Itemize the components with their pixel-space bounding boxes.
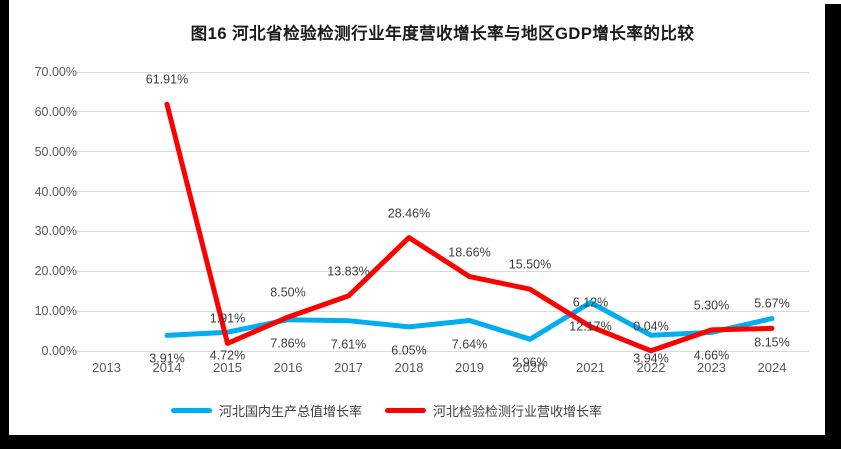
y-tick-label: 10.00% xyxy=(34,304,77,319)
data-label: 3.94% xyxy=(633,351,669,366)
gridline xyxy=(76,350,809,352)
x-tick-label: 2018 xyxy=(394,360,424,375)
data-label: 5.67% xyxy=(754,296,790,311)
y-tick-label: 0.00% xyxy=(41,344,77,358)
y-tick-label: 30.00% xyxy=(34,224,77,239)
legend-item-gdp-growth: 河北国内生产总值增长率 xyxy=(171,402,363,419)
data-label: 4.72% xyxy=(209,348,246,363)
data-label: 2.96% xyxy=(512,355,548,370)
gridline xyxy=(76,191,809,193)
legend-label-gdp-growth: 河北国内生产总值增长率 xyxy=(219,403,363,419)
data-label: 6.05% xyxy=(391,343,427,358)
data-label: 5.30% xyxy=(693,298,730,313)
x-tick-label: 2017 xyxy=(334,360,363,375)
data-label: 12.17% xyxy=(569,319,612,333)
data-label: 18.66% xyxy=(448,245,491,260)
data-label: 0.04% xyxy=(633,319,669,334)
legend-item-revenue-growth: 河北检验检测行业营收增长率 xyxy=(385,402,603,419)
chart-title: 图16 河北省检验检测行业年度营收增长率与地区GDP增长率的比较 xyxy=(190,25,695,43)
y-tick-label: 20.00% xyxy=(34,264,77,279)
series-line-1 xyxy=(164,101,775,354)
x-tick-label: 2024 xyxy=(757,360,787,375)
gridline xyxy=(76,270,809,272)
x-tick-label: 2013 xyxy=(92,360,121,375)
data-label: 1.91% xyxy=(209,311,246,326)
legend-line-swatch-blue xyxy=(171,407,212,413)
legend-label-revenue-growth: 河北检验检测行业营收增长率 xyxy=(433,403,603,419)
x-tick-label: 2015 xyxy=(213,360,242,375)
gridline xyxy=(76,310,809,312)
x-tick-label: 2016 xyxy=(273,360,303,375)
x-tick-label: 2023 xyxy=(697,360,726,375)
data-label: 28.46% xyxy=(387,206,431,221)
screen-edge-bottom xyxy=(0,435,841,449)
series-line-0 xyxy=(164,300,775,342)
data-label: 8.50% xyxy=(270,285,306,300)
data-label: 15.50% xyxy=(508,257,552,272)
legend-line-swatch-red xyxy=(385,407,426,413)
screen-edge-right xyxy=(825,4,841,449)
data-label: 6.12% xyxy=(572,295,609,310)
y-tick-label: 60.00% xyxy=(34,104,77,119)
y-tick-label: 40.00% xyxy=(34,184,77,199)
x-tick-label: 2014 xyxy=(152,360,182,375)
data-label: 8.15% xyxy=(754,335,790,349)
data-label: 7.64% xyxy=(451,337,488,351)
data-label: 3.91% xyxy=(149,351,185,366)
y-tick-label: 50.00% xyxy=(34,144,77,159)
data-label: 7.61% xyxy=(330,337,367,352)
x-tick-label: 2022 xyxy=(636,360,666,375)
gridline xyxy=(76,151,809,153)
data-label: 13.83% xyxy=(327,264,370,279)
data-label: 7.86% xyxy=(270,336,306,351)
gridline xyxy=(76,71,809,73)
screen-edge-left xyxy=(0,0,9,449)
x-tick-label: 2019 xyxy=(455,360,484,375)
data-label: 61.91% xyxy=(145,72,189,87)
x-tick-label: 2020 xyxy=(515,360,545,375)
data-label: 4.66% xyxy=(693,348,730,363)
gridline xyxy=(76,230,809,232)
y-tick-label: 70.00% xyxy=(34,65,77,79)
gridline xyxy=(76,111,809,113)
x-tick-label: 2021 xyxy=(576,360,605,375)
